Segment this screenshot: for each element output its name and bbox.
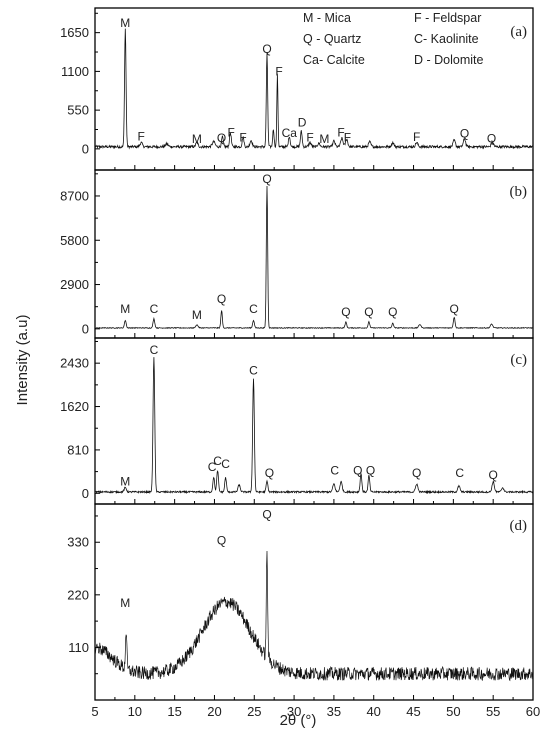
peak-label: Q xyxy=(341,305,350,319)
x-tick-label: 15 xyxy=(167,704,181,719)
y-tick-label: 810 xyxy=(67,442,89,457)
peak-label: C xyxy=(221,457,230,471)
peak-label: Q xyxy=(487,132,496,146)
peak-label: Q xyxy=(353,464,362,478)
peak-label: C xyxy=(249,363,258,377)
panel-frame xyxy=(94,337,534,505)
panel-tag: (c) xyxy=(510,352,527,368)
peak-label: C xyxy=(150,302,159,316)
peak-label: C xyxy=(249,302,258,316)
peak-label: M xyxy=(192,132,202,146)
xrd-trace-b xyxy=(94,185,534,330)
peak-label: F xyxy=(337,126,344,140)
x-tick-label: 45 xyxy=(406,704,420,719)
x-tick-label: 10 xyxy=(128,704,142,719)
y-tick-label: 0 xyxy=(82,486,89,501)
peak-label: F xyxy=(344,131,351,145)
peak-label: M xyxy=(192,308,202,322)
xrd-trace-c xyxy=(94,357,533,495)
x-tick-label: 30 xyxy=(287,704,301,719)
peak-label: Q xyxy=(489,468,498,482)
peak-label: C xyxy=(150,343,159,357)
peak-label: C xyxy=(455,466,464,480)
peak-label: F xyxy=(138,129,145,143)
peak-label: Q xyxy=(460,127,469,141)
peak-label: M xyxy=(120,16,130,30)
legend-entry-mica: M - Mica xyxy=(303,11,351,25)
legend-entry-quartz: Q - Quartz xyxy=(303,32,361,46)
legend: M - Mica F - Feldspar Q - Quartz C- Kaol… xyxy=(303,11,484,67)
x-tick-label: 50 xyxy=(446,704,460,719)
peak-label: M xyxy=(120,302,130,316)
x-tick-label: 5 xyxy=(91,704,98,719)
peak-label: F xyxy=(413,130,420,144)
y-tick-label: 5800 xyxy=(60,233,89,248)
peak-label: F xyxy=(306,131,313,145)
y-tick-label: 8700 xyxy=(60,188,89,203)
y-tick-label: 550 xyxy=(67,103,89,118)
panel-tag: (a) xyxy=(510,24,527,40)
xrd-traces xyxy=(94,28,534,682)
panel-frame xyxy=(94,169,534,339)
peak-label: F xyxy=(228,126,235,140)
peak-label: M xyxy=(319,132,329,146)
peak-label: Q xyxy=(217,131,226,145)
x-tick-label: 40 xyxy=(366,704,380,719)
peak-label: D xyxy=(298,115,307,129)
x-tick-label: 20 xyxy=(207,704,221,719)
legend-entry-dolomite: D - Dolomite xyxy=(414,53,484,67)
xrd-trace-d xyxy=(94,550,534,682)
x-axis-title: 2θ (°) xyxy=(280,712,317,729)
peak-label: M xyxy=(120,474,130,488)
y-tick-label: 1100 xyxy=(61,64,89,79)
y-tick-label: 330 xyxy=(67,535,89,550)
y-tick-label: 2430 xyxy=(60,356,89,371)
y-tick-label: 0 xyxy=(82,321,89,336)
peak-label: M xyxy=(120,596,130,610)
peak-label: Q xyxy=(262,42,271,56)
y-tick-label: 110 xyxy=(68,640,89,655)
peak-label: Q xyxy=(262,172,271,186)
peak-label: Q xyxy=(364,305,373,319)
panel-tag: (d) xyxy=(510,518,528,534)
y-axis-title: Intensity (a.u) xyxy=(14,315,31,406)
panel-frames xyxy=(94,7,534,701)
peak-label: Q xyxy=(217,292,226,306)
x-tick-label: 35 xyxy=(327,704,341,719)
panel-tag: (b) xyxy=(510,184,528,200)
x-tick-label: 55 xyxy=(486,704,500,719)
peak-label: Ca xyxy=(282,126,298,140)
legend-entry-feldspar: F - Feldspar xyxy=(414,11,481,25)
peak-label: Q xyxy=(217,534,226,548)
peak-label: Q xyxy=(412,466,421,480)
y-tick-label: 2900 xyxy=(60,277,89,292)
peak-label: C xyxy=(330,464,339,478)
peak-label: Q xyxy=(265,466,274,480)
peak-label: F xyxy=(239,131,246,145)
peak-label: C xyxy=(208,460,217,474)
axes: 0550110016500290058008700081016202430110… xyxy=(60,12,540,719)
peak-label: F xyxy=(275,65,282,79)
legend-entry-kaolinite: C- Kaolinite xyxy=(414,32,479,46)
y-tick-label: 1650 xyxy=(60,25,89,40)
y-tick-label: 220 xyxy=(67,587,89,602)
peak-label: Q xyxy=(366,464,375,478)
peak-label: Q xyxy=(450,302,459,316)
peak-label: C xyxy=(213,454,222,468)
x-tick-label: 25 xyxy=(247,704,261,719)
x-tick-label: 60 xyxy=(526,704,540,719)
legend-entry-calcite: Ca- Calcite xyxy=(303,53,365,67)
xrd-trace-a xyxy=(94,28,534,150)
y-tick-label: 0 xyxy=(82,141,89,156)
peak-label: Q xyxy=(262,507,271,521)
y-tick-label: 1620 xyxy=(60,399,89,414)
peak-label: Q xyxy=(388,305,397,319)
